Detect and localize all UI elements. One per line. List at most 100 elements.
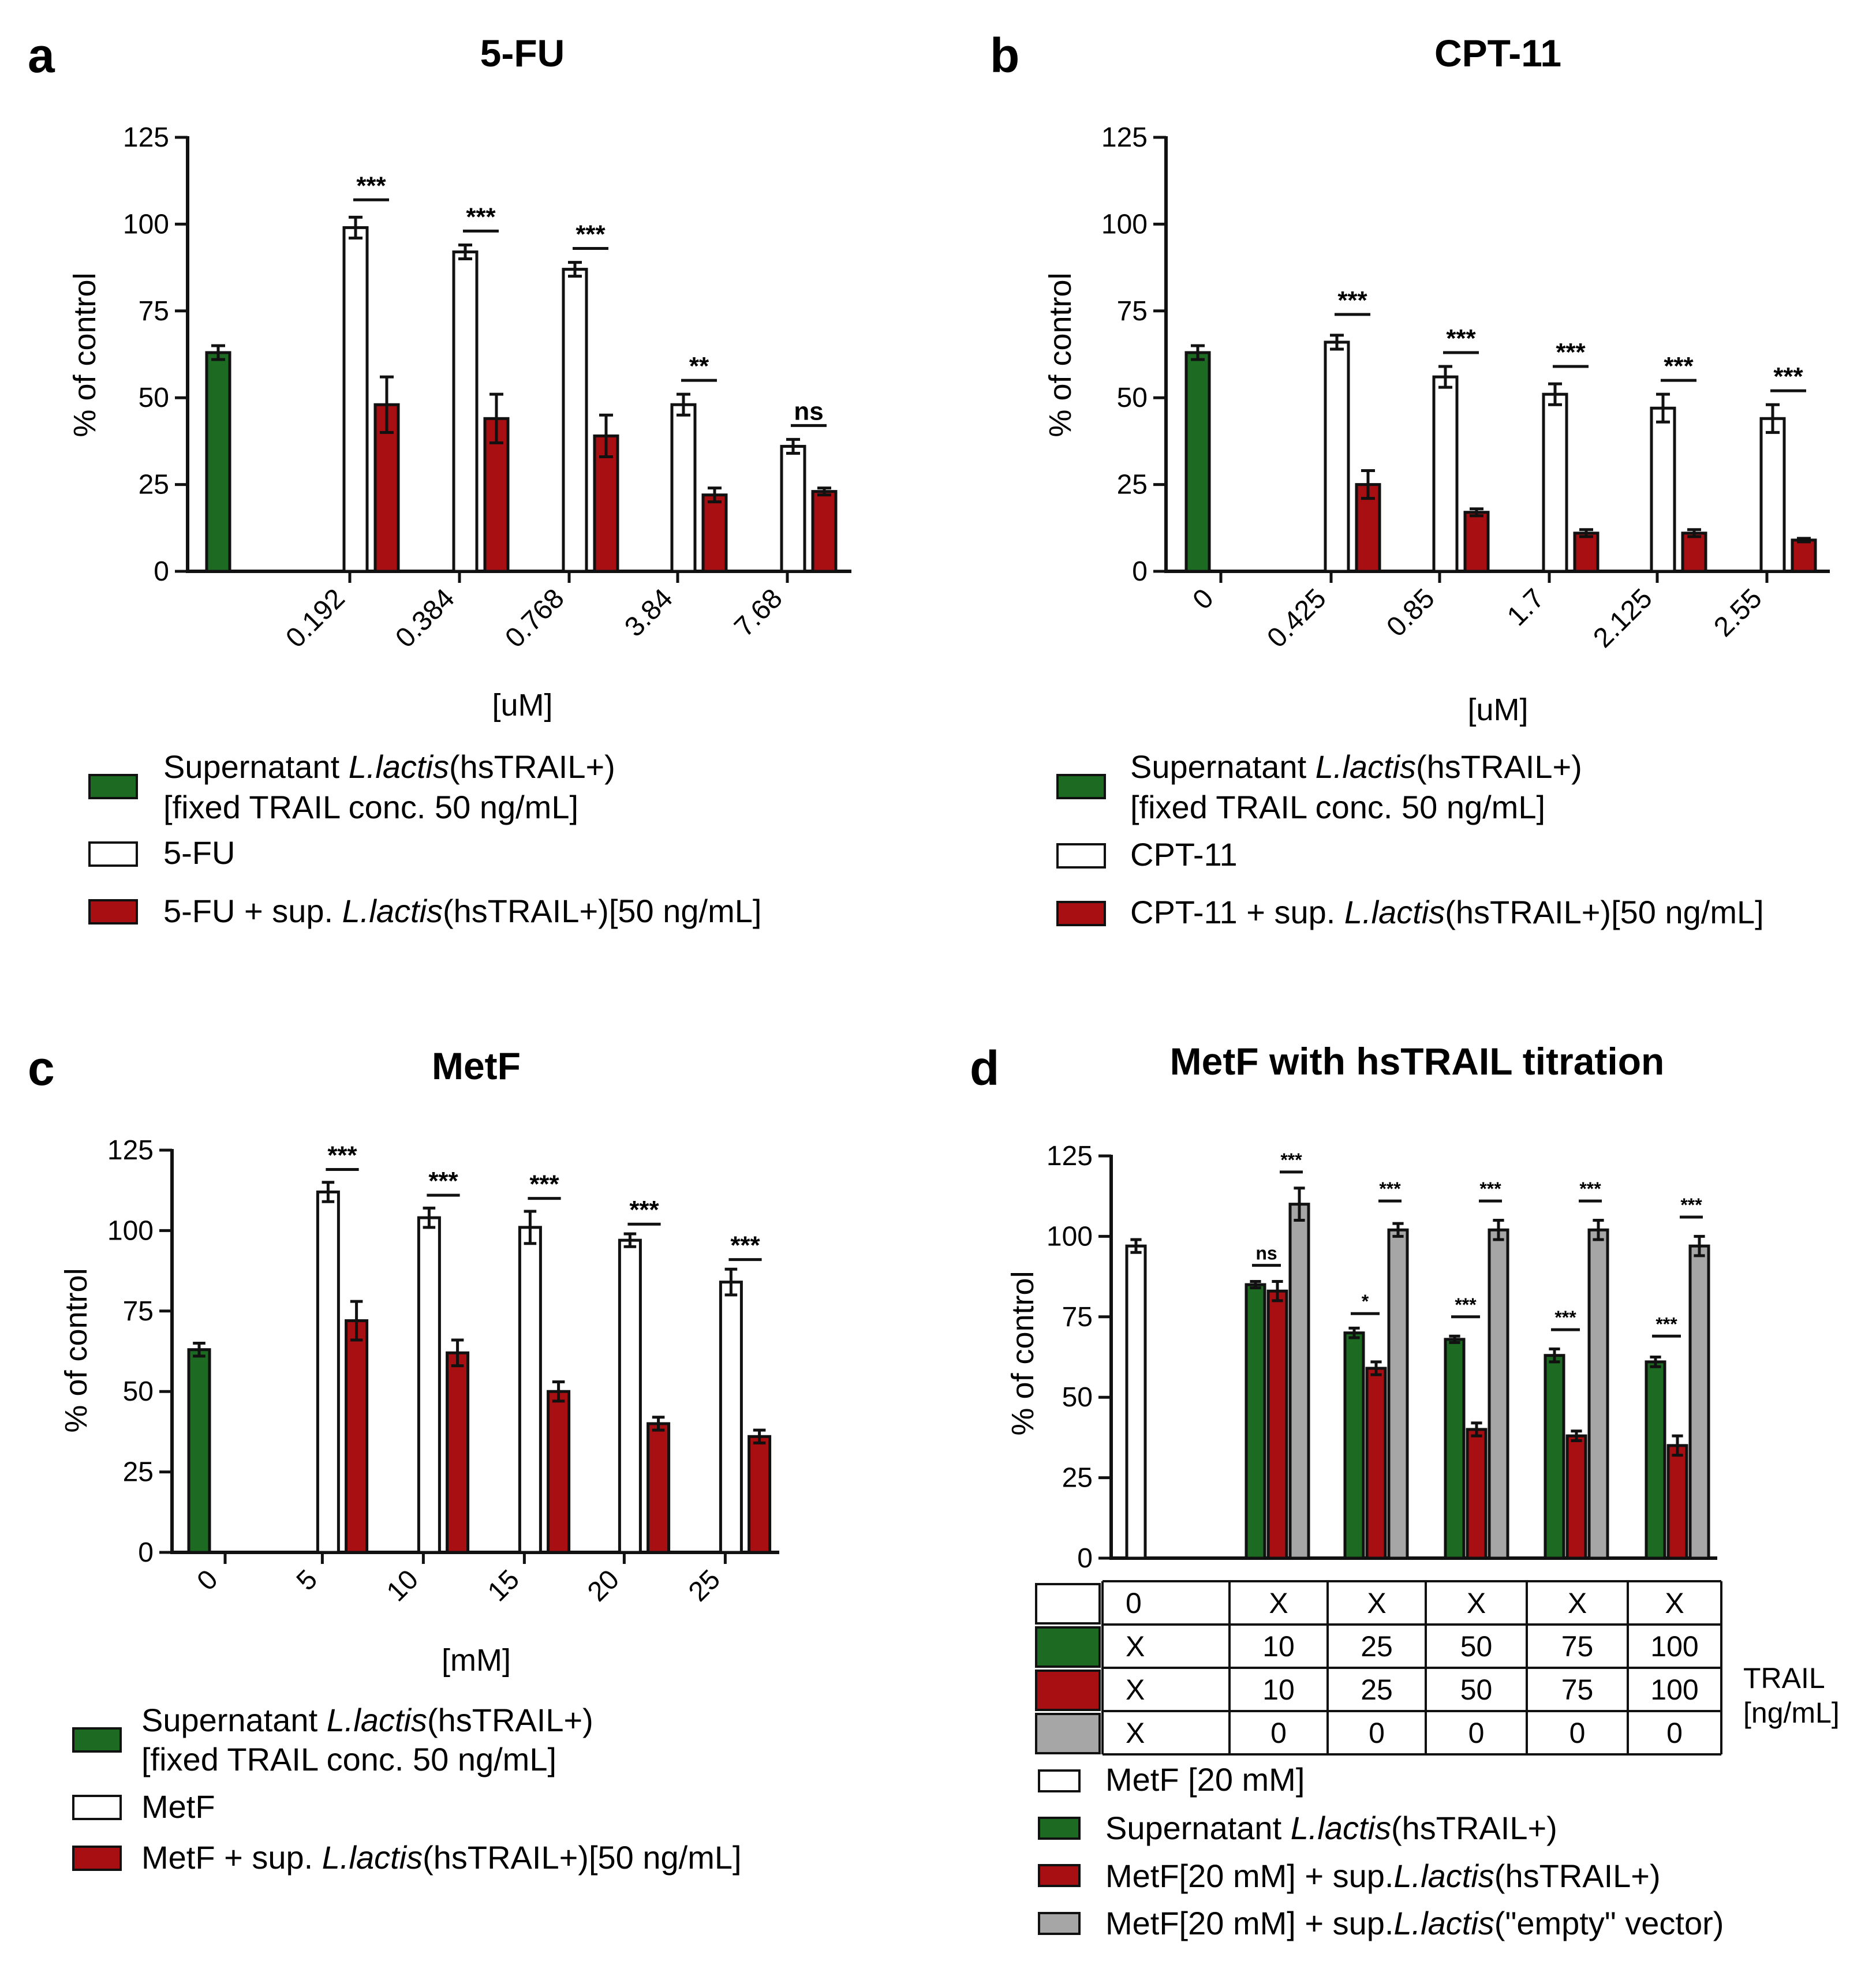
bar-combo	[811, 490, 838, 573]
bar-combo	[1466, 1428, 1488, 1560]
bar-combo	[1573, 532, 1600, 573]
table-cell: 50	[1460, 1630, 1493, 1663]
legend-swatch-combo-a	[88, 899, 138, 925]
bar-control	[205, 351, 231, 573]
y-axis-label-a: % of control	[68, 272, 102, 437]
significance-label: ***	[1556, 338, 1586, 366]
table-cell: 75	[1561, 1674, 1594, 1706]
legend-label-metf-d: MetF [20 mM]	[1105, 1761, 1305, 1798]
y-tick-label: 100	[107, 1215, 154, 1246]
legend-label-combo-c: MetF + sup. L.lactis(hsTRAIL+)[50 ng/mL]	[141, 1839, 742, 1876]
table-cell: X	[1126, 1717, 1145, 1749]
x-tick-label: 15	[482, 1564, 525, 1607]
table-cell: X	[1665, 1587, 1684, 1619]
y-tick-label: 50	[1117, 383, 1148, 413]
y-tick-label: 125	[107, 1135, 154, 1166]
bar-drug	[1324, 340, 1350, 573]
significance-label: ***	[1664, 352, 1694, 380]
table-cell: 0	[1468, 1717, 1485, 1749]
legend-label-empty-vector-d: MetF[20 mM] + sup.L.lactis("empty" vecto…	[1105, 1905, 1724, 1941]
y-tick-label: 125	[1047, 1141, 1093, 1171]
significance-label: ***	[1337, 286, 1367, 315]
legend-swatch-supernatant-b	[1056, 774, 1106, 799]
chart-title-a: 5-FU	[480, 32, 565, 74]
x-tick-label: 2.125	[1587, 583, 1658, 653]
y-tick-label: 50	[139, 383, 169, 413]
bar-combo	[1266, 1289, 1288, 1560]
significance-label: ***	[1280, 1150, 1302, 1170]
legend-label-drug-b: CPT-11	[1130, 836, 1238, 873]
legend-swatch-drug-a	[88, 841, 138, 867]
bar-combo	[547, 1390, 571, 1554]
table-swatch-combo	[1035, 1670, 1101, 1711]
panel-c: c MetF % of control 0 25 50 75 100 125 0 *** 5 **…	[28, 1041, 779, 1876]
bar-control	[187, 1348, 211, 1554]
legend-label-drug-c: MetF	[141, 1788, 215, 1825]
chart-title-b: CPT-11	[1434, 32, 1561, 74]
bar-combo	[373, 403, 400, 573]
plot-area-a: 0 25 50 75 100 125 *** 0.192 *** 0.384 *** 0.768 ** 3…	[123, 122, 851, 654]
significance-label: ***	[1479, 1178, 1501, 1199]
table-cell: 25	[1361, 1630, 1393, 1663]
bar-drug	[417, 1216, 441, 1554]
table-cell: 0	[1369, 1717, 1385, 1749]
bar-drug	[670, 403, 697, 573]
table-cell: 0	[1126, 1587, 1142, 1619]
significance-label: ***	[1379, 1178, 1401, 1199]
table-cell: X	[1269, 1587, 1288, 1619]
table-cell: 100	[1650, 1630, 1698, 1663]
significance-label: ***	[730, 1232, 760, 1260]
bar-supernatant	[1245, 1283, 1266, 1560]
y-axis-label-d: % of control	[1006, 1271, 1040, 1435]
table-cell: X	[1467, 1587, 1486, 1619]
legend-label-supernatant-line2-c: [fixed TRAIL conc. 50 ng/mL]	[141, 1741, 556, 1777]
legend-swatch-combo-b	[1056, 901, 1106, 926]
plot-area-b: 0 25 50 75 100 125 0 *** 0.425 *** 0.85 *** 1.7 *** 2.…	[1101, 122, 1830, 654]
significance-label: ***	[529, 1170, 559, 1199]
legend-label-supernatant-a: Supernatant L.lactis(hsTRAIL+)	[163, 748, 615, 785]
legend-label-supernatant-line2-a: [fixed TRAIL conc. 50 ng/mL]	[163, 789, 578, 825]
x-tick-label: 25	[683, 1564, 726, 1607]
significance-label: ***	[327, 1141, 357, 1169]
bar-empty-vector	[1387, 1228, 1409, 1560]
legend-label-supernatant-d: Supernatant L.lactis(hsTRAIL+)	[1105, 1810, 1557, 1846]
legend-swatch-empty-vector-d	[1038, 1912, 1081, 1935]
legend-swatch-supernatant-c	[72, 1727, 122, 1753]
bar-combo	[345, 1319, 369, 1554]
legend-label-supernatant-line2-b: [fixed TRAIL conc. 50 ng/mL]	[1130, 789, 1545, 825]
x-tick-label: 0	[1187, 583, 1219, 615]
bar-combo	[593, 434, 619, 573]
significance-label: ***	[1455, 1294, 1477, 1315]
table-cell: 100	[1650, 1674, 1698, 1706]
bar-combo	[646, 1422, 671, 1554]
bar-combo	[1463, 511, 1490, 573]
legend-d: MetF [20 mM] Supernatant L.lactis(hsTRAI…	[1038, 1761, 1724, 1941]
chart-title-d: MetF with hsTRAIL titration	[1170, 1040, 1665, 1083]
y-tick-label: 100	[1101, 209, 1148, 239]
y-tick-label: 100	[123, 209, 169, 239]
bar-drug	[518, 1226, 542, 1554]
bar-drug	[618, 1238, 642, 1554]
legend-label-supernatant-c: Supernatant L.lactis(hsTRAIL+)	[141, 1702, 593, 1738]
bar-empty-vector	[1288, 1203, 1310, 1560]
table-cell: 25	[1361, 1674, 1393, 1706]
legend-c: Supernatant L.lactis(hsTRAIL+) [fixed TR…	[72, 1702, 742, 1876]
significance-label: ***	[1680, 1195, 1702, 1215]
bar-combo	[1791, 538, 1817, 573]
bar-empty-vector	[1688, 1244, 1710, 1560]
table-cell: 75	[1561, 1630, 1594, 1663]
y-tick-label: 25	[1062, 1463, 1093, 1494]
x-tick-label: 0.425	[1261, 583, 1332, 653]
table-cell: 50	[1460, 1674, 1493, 1706]
table-cell: X	[1126, 1630, 1145, 1663]
y-tick-label: 75	[139, 296, 169, 327]
legend-label-combo-a: 5-FU + sup. L.lactis(hsTRAIL+)[50 ng/mL]	[163, 893, 761, 929]
bar-combo	[1681, 532, 1707, 573]
x-tick-label: 1.7	[1501, 583, 1550, 632]
chart-title-c: MetF	[432, 1045, 521, 1087]
table-cell: 0	[1569, 1717, 1586, 1749]
bar-combo	[1365, 1367, 1387, 1560]
y-tick-label: 25	[1117, 470, 1148, 500]
